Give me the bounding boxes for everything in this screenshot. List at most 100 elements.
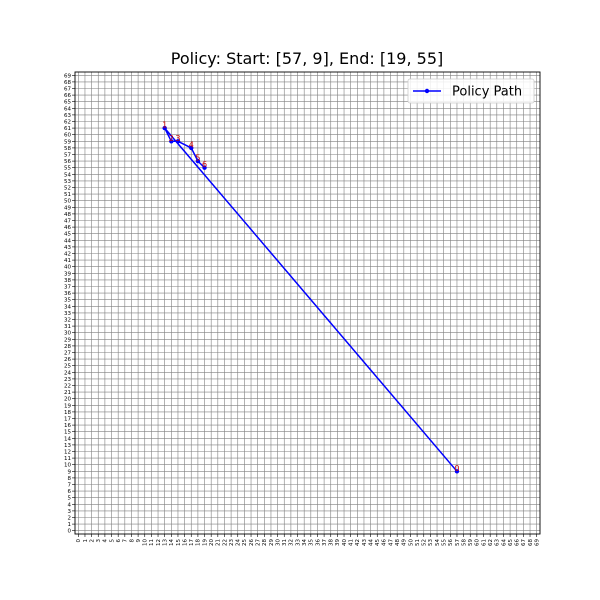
y-tick-label: 64 <box>64 106 71 112</box>
x-tick-label: 57 <box>455 539 461 546</box>
y-tick-label: 34 <box>64 304 71 310</box>
x-tick-label: 56 <box>448 539 454 546</box>
y-tick-label: 24 <box>64 370 71 376</box>
y-tick-label: 45 <box>64 232 71 238</box>
series-policy-path <box>162 125 460 474</box>
x-tick-label: 37 <box>322 539 328 546</box>
x-tick-label: 39 <box>335 539 341 546</box>
y-tick-label: 8 <box>68 476 72 482</box>
y-tick-label: 56 <box>64 159 71 165</box>
y-tick-label: 21 <box>64 390 71 396</box>
y-tick-label: 12 <box>64 450 71 456</box>
y-tick-label: 14 <box>64 436 71 442</box>
y-tick-label: 28 <box>64 344 71 350</box>
y-tick-label: 38 <box>64 278 71 284</box>
y-tick-label: 7 <box>68 483 72 489</box>
x-tick-label: 51 <box>415 539 421 546</box>
x-tick-label: 15 <box>176 539 182 546</box>
x-tick-label: 20 <box>209 539 215 546</box>
y-tick-label: 25 <box>64 364 71 370</box>
y-tick-label: 6 <box>68 489 72 495</box>
y-tick-label: 58 <box>64 146 71 152</box>
y-tick-label: 43 <box>64 245 71 251</box>
x-tick-label: 65 <box>508 539 514 546</box>
legend-label: Policy Path <box>452 85 522 100</box>
y-tick-label: 18 <box>64 410 71 416</box>
y-tick-label: 4 <box>68 502 72 508</box>
x-tick-label: 64 <box>501 539 507 546</box>
x-tick-label: 0 <box>76 539 82 543</box>
y-tick-label: 1 <box>68 522 72 528</box>
y-tick-label: 10 <box>64 463 71 469</box>
legend-box <box>407 78 535 104</box>
x-tick-label: 31 <box>282 539 288 546</box>
data-point <box>454 469 460 474</box>
x-tick-label: 28 <box>262 539 268 546</box>
x-tick-label: 1 <box>83 539 89 543</box>
y-tick-label: 29 <box>64 337 71 343</box>
x-tick-label: 7 <box>123 539 129 543</box>
x-tick-label: 54 <box>435 539 441 546</box>
y-tick-label: 63 <box>64 113 71 119</box>
x-tick-label: 59 <box>468 539 474 546</box>
y-tick-label: 65 <box>64 100 71 106</box>
x-tick-label: 67 <box>521 539 527 546</box>
step-label: 0 <box>454 464 459 473</box>
x-tick-label: 22 <box>222 539 228 546</box>
x-tick-label: 55 <box>441 539 447 546</box>
x-tick-label: 47 <box>388 539 394 546</box>
x-axis-ticks: 0 1 2 3 4 5 6 7 8 9 10 11 12 13 14 15 16 17 18 19 20 21 22 23 24… <box>76 534 540 546</box>
x-tick-label: 69 <box>534 539 540 546</box>
x-tick-label: 52 <box>422 539 428 546</box>
y-tick-label: 47 <box>64 219 71 225</box>
x-tick-label: 35 <box>309 539 315 546</box>
x-tick-label: 61 <box>481 539 487 546</box>
step-label: 5 <box>195 154 200 163</box>
x-tick-label: 62 <box>488 539 494 546</box>
x-tick-label: 58 <box>461 539 467 546</box>
y-tick-label: 46 <box>64 225 71 231</box>
step-label: 2 <box>169 134 174 143</box>
y-tick-label: 49 <box>64 205 71 211</box>
x-tick-label: 29 <box>269 539 275 546</box>
y-tick-label: 61 <box>64 126 71 132</box>
x-tick-label: 36 <box>315 539 321 546</box>
x-tick-label: 19 <box>202 539 208 546</box>
x-tick-label: 25 <box>242 539 248 546</box>
x-tick-label: 42 <box>355 539 361 546</box>
y-tick-label: 27 <box>64 351 71 357</box>
x-tick-label: 10 <box>143 539 149 546</box>
y-tick-label: 26 <box>64 357 71 363</box>
x-tick-label: 26 <box>249 539 255 546</box>
y-tick-label: 66 <box>64 93 71 99</box>
x-tick-label: 45 <box>375 539 381 546</box>
y-tick-label: 50 <box>64 199 71 205</box>
x-tick-label: 27 <box>255 539 261 546</box>
y-tick-label: 5 <box>68 496 72 502</box>
data-point <box>169 139 174 144</box>
chart-title: Policy: Start: [57, 9], End: [19, 55] <box>171 49 444 68</box>
y-tick-label: 23 <box>64 377 71 383</box>
y-tick-label: 31 <box>64 324 71 330</box>
y-tick-label: 59 <box>64 139 71 145</box>
x-tick-label: 17 <box>189 539 195 546</box>
x-tick-label: 24 <box>236 539 242 546</box>
x-tick-label: 60 <box>475 539 481 546</box>
x-tick-label: 6 <box>116 539 122 543</box>
y-tick-label: 54 <box>64 172 71 178</box>
x-tick-label: 14 <box>169 539 175 546</box>
x-tick-label: 41 <box>348 539 354 546</box>
y-tick-label: 51 <box>64 192 71 198</box>
y-tick-label: 2 <box>68 516 72 522</box>
x-tick-label: 68 <box>528 539 534 546</box>
y-tick-label: 36 <box>64 291 71 297</box>
y-tick-label: 39 <box>64 271 71 277</box>
y-tick-label: 68 <box>64 80 71 86</box>
data-point <box>175 139 181 144</box>
data-point <box>202 165 207 170</box>
x-tick-label: 49 <box>402 539 408 546</box>
y-tick-label: 42 <box>64 252 71 258</box>
y-tick-label: 41 <box>64 258 71 264</box>
step-label: 4 <box>189 140 194 149</box>
data-point <box>189 145 194 151</box>
